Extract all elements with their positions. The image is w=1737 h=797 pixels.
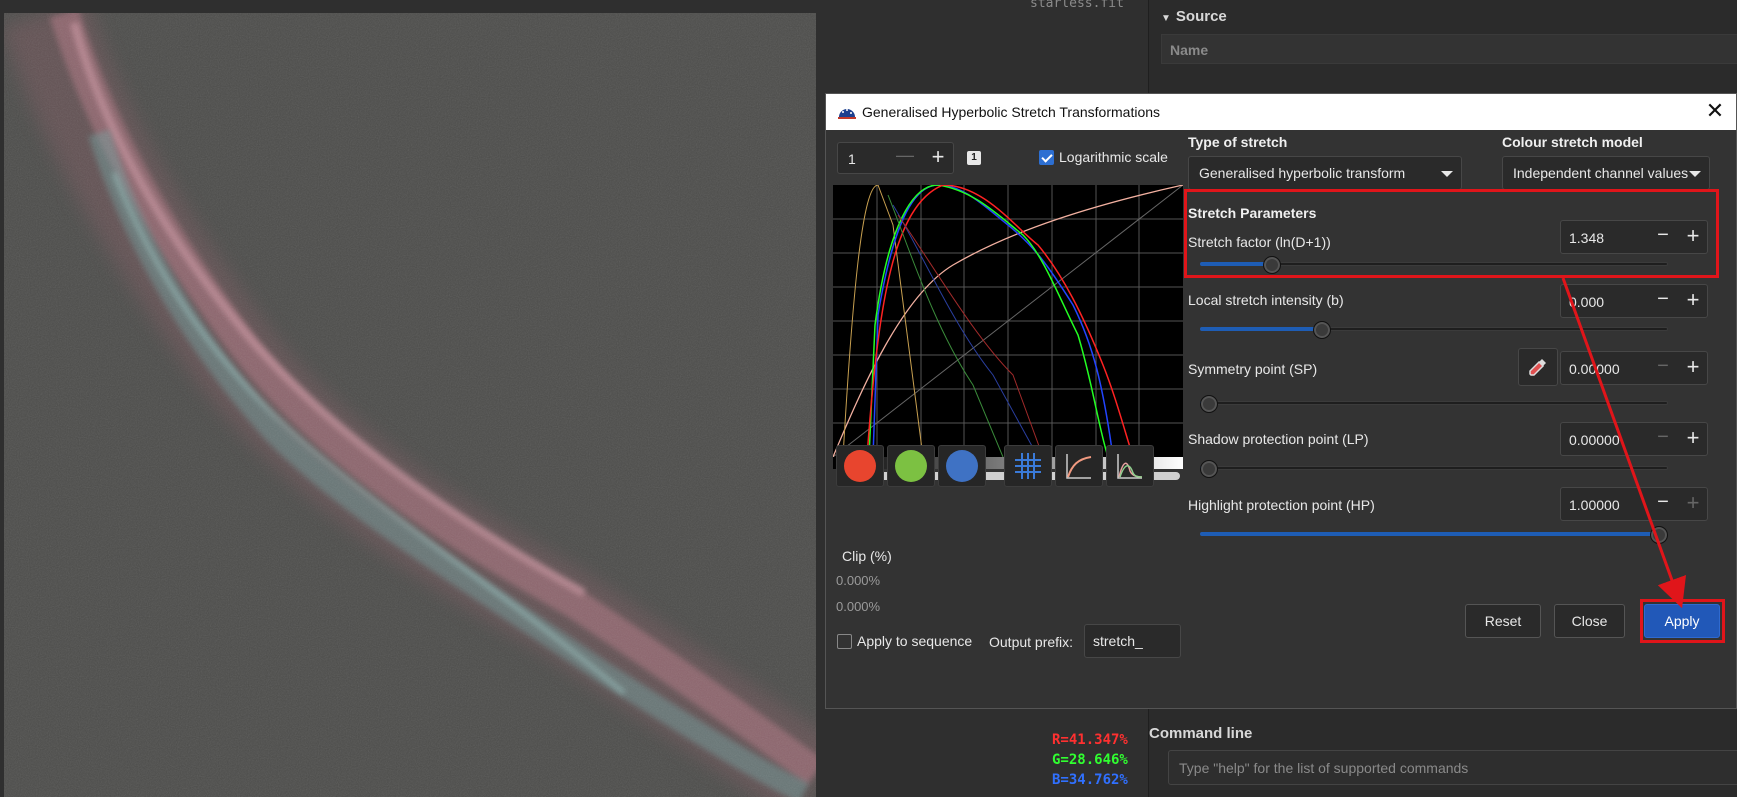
red-dot-icon [844,450,876,482]
green-percent: G=28.646% [1052,752,1128,768]
blue-dot-icon [946,450,978,482]
highlight-protection-spinner[interactable]: 1.00000 − + [1560,487,1708,521]
eyedropper-icon [1529,359,1546,376]
nebula-image[interactable] [4,13,816,797]
symmetry-point-picker-button[interactable] [1518,348,1558,386]
slider-fill [1200,532,1659,536]
zoom-value[interactable]: 1 [848,151,856,167]
log-scale-checkbox[interactable]: Logarithmic scale [1039,149,1168,165]
stretch-factor-value[interactable]: 1.348 [1569,230,1605,246]
dropdown-arrow-icon [1689,171,1701,177]
histogram-icon [1117,454,1143,479]
curve-toggle-button[interactable] [1055,445,1103,487]
symmetry-point-spinner[interactable]: 0.00000 − + [1560,351,1708,385]
red-channel-button[interactable] [836,445,884,487]
checkbox-unchecked-icon[interactable] [837,633,852,649]
output-prefix-input[interactable]: stretch_ [1084,624,1181,658]
shadow-protection-spinner[interactable]: 0.00000 − + [1560,422,1708,456]
local-stretch-intensity-spinner[interactable]: 0.000 − + [1560,284,1708,318]
apply-to-sequence-label: Apply to sequence [857,633,973,649]
dropdown-arrow-icon [1441,171,1453,177]
name-column-header[interactable]: Name [1161,34,1737,64]
stretch-factor-label: Stretch factor (ln(D+1)) [1188,234,1331,250]
histogram-graph [832,184,1184,458]
checkbox-checked-icon[interactable] [1039,149,1054,165]
stretch-factor-decrement[interactable]: − [1657,224,1669,246]
clip-high-value: 0.000% [836,599,881,614]
local-stretch-intensity-slider[interactable] [1200,321,1668,339]
apply-button[interactable]: Apply [1644,604,1720,638]
close-icon[interactable]: ✕ [1705,98,1725,123]
rgb-readout: R=41.347% G=28.646% B=34.762% [1052,730,1128,790]
reset-button[interactable]: Reset [1465,604,1541,638]
close-button[interactable]: Close [1554,604,1625,638]
highlight-protection-value[interactable]: 1.00000 [1569,497,1620,513]
command-input[interactable]: Type "help" for the list of supported co… [1168,750,1737,785]
caret-down-icon: ▼ [1161,13,1171,24]
grid-toggle-button[interactable] [1004,445,1052,487]
shadow-protection-increment[interactable]: + [1686,425,1700,450]
colour-model-select[interactable]: Independent channel values [1502,156,1710,190]
local-stretch-intensity-increment[interactable]: + [1686,287,1700,312]
dialog-title: Generalised Hyperbolic Stretch Transform… [862,104,1161,120]
clip-label: Clip (%) [842,548,892,564]
source-section-header[interactable]: ▼ Source [1161,8,1227,25]
zoom-badge: 1 [967,151,981,165]
blue-percent: B=34.762% [1052,772,1128,788]
stretch-factor-increment[interactable]: + [1686,223,1700,248]
local-stretch-intensity-decrement[interactable]: − [1657,288,1669,310]
highlight-protection-label: Highlight protection point (HP) [1188,497,1375,513]
slider-knob[interactable] [1263,256,1281,274]
zoom-decrement-button[interactable]: — [896,145,914,165]
red-percent: R=41.347% [1052,732,1128,748]
shadow-protection-slider[interactable] [1200,460,1668,478]
dialog-titlebar: Generalised Hyperbolic Stretch Transform… [826,94,1736,130]
shadow-protection-label: Shadow protection point (LP) [1188,431,1369,447]
shadow-protection-decrement[interactable]: − [1657,426,1669,448]
annotation-arrow [1561,277,1687,609]
symmetry-point-label: Symmetry point (SP) [1188,361,1318,377]
stretch-factor-slider[interactable] [1200,256,1668,274]
highlight-protection-decrement[interactable]: − [1657,491,1669,513]
zoom-spinner[interactable]: 1 — + [837,142,954,174]
clip-low-value: 0.000% [836,573,881,588]
output-prefix-label: Output prefix: [989,634,1074,650]
type-of-stretch-select[interactable]: Generalised hyperbolic transform [1188,156,1462,190]
type-of-stretch-value: Generalised hyperbolic transform [1199,165,1406,181]
histogram-toggle-button[interactable] [1106,445,1154,487]
slider-knob[interactable] [1312,321,1331,339]
grid-icon [1015,453,1041,479]
colour-model-label: Colour stretch model [1502,134,1643,150]
curve-icon [1066,454,1092,479]
image-filename: starless.fit [1030,0,1124,11]
shadow-protection-value[interactable]: 0.00000 [1569,432,1620,448]
slider-knob[interactable] [1200,395,1218,413]
colour-model-value: Independent channel values [1513,165,1689,181]
slider-fill [1200,262,1272,266]
source-header-label: Source [1175,8,1227,25]
zoom-increment-button[interactable]: + [931,144,945,169]
command-line-title: Command line [1149,725,1253,742]
log-scale-label: Logarithmic scale [1059,149,1168,165]
local-stretch-intensity-label: Local stretch intensity (b) [1188,292,1344,308]
apply-to-sequence-checkbox[interactable]: Apply to sequence [837,633,972,649]
siril-app-icon [838,109,856,119]
highlight-protection-increment[interactable]: + [1686,490,1700,515]
ghs-dialog: Generalised Hyperbolic Stretch Transform… [825,93,1737,709]
local-stretch-intensity-value[interactable]: 0.000 [1569,294,1605,310]
stretch-parameters-label: Stretch Parameters [1188,205,1317,221]
green-channel-button[interactable] [887,445,935,487]
blue-channel-button[interactable] [938,445,986,487]
histogram-plot[interactable] [832,184,1184,458]
green-dot-icon [895,450,927,482]
symmetry-point-increment[interactable]: + [1686,354,1700,379]
symmetry-point-decrement[interactable]: − [1657,355,1669,377]
stretch-factor-spinner[interactable]: 1.348 − + [1560,220,1708,254]
type-of-stretch-label: Type of stretch [1188,134,1288,150]
slider-knob[interactable] [1200,460,1218,478]
nebula-image-render [4,13,816,797]
symmetry-point-slider[interactable] [1200,395,1668,413]
slider-fill [1200,327,1322,331]
